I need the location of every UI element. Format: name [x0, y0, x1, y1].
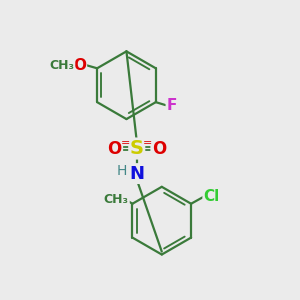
Text: F: F [167, 98, 177, 112]
Text: H: H [117, 164, 127, 178]
Text: S: S [130, 139, 144, 158]
Text: O: O [107, 140, 122, 158]
Text: O: O [73, 58, 86, 73]
Text: Cl: Cl [204, 189, 220, 204]
Text: CH₃: CH₃ [49, 59, 74, 72]
Text: O: O [152, 140, 166, 158]
Text: CH₃: CH₃ [104, 193, 129, 206]
Text: N: N [129, 165, 144, 183]
Text: =: = [143, 138, 152, 148]
Text: =: = [121, 138, 130, 148]
